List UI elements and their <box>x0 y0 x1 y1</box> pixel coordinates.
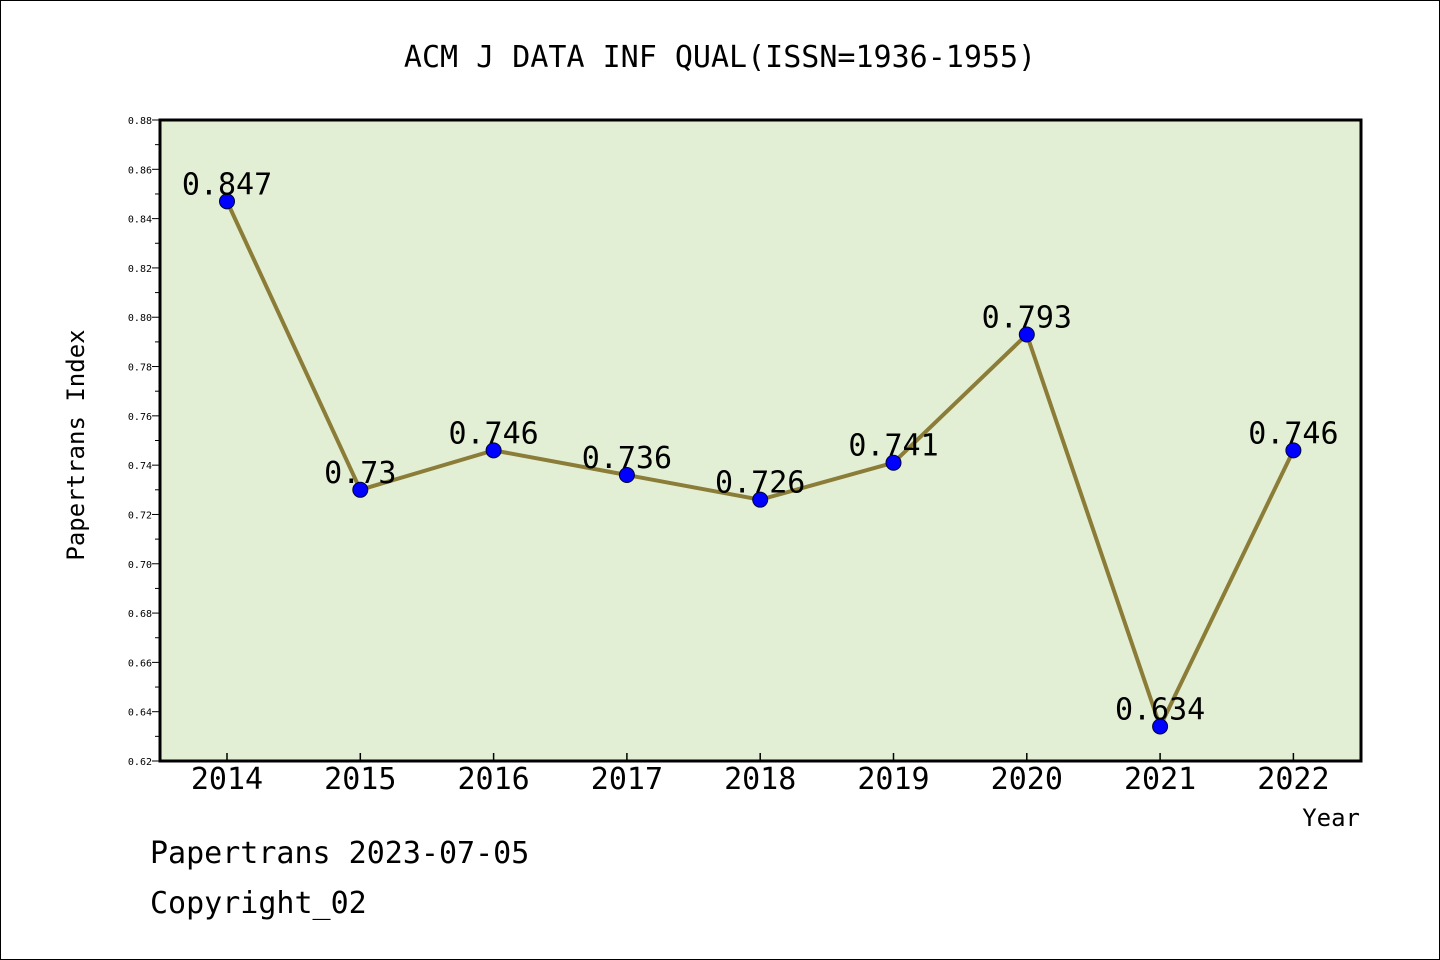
x-tick-label: 2014 <box>191 762 263 797</box>
y-axis: 0.62 0.64 0.66 0.68 0.70 0.72 0.74 0.76 0.78 0.80… <box>128 116 160 768</box>
y-tick-label: 0.88 <box>128 116 152 127</box>
data-point <box>1152 718 1169 735</box>
x-tick-label: 2015 <box>324 762 396 797</box>
data-label: 0.746 <box>448 416 538 451</box>
data-label: 0.726 <box>715 466 805 501</box>
data-label: 0.793 <box>982 300 1072 335</box>
y-tick-label: 0.76 <box>128 412 152 423</box>
data-label: 0.736 <box>582 441 672 476</box>
x-tick-label: 2016 <box>457 762 529 797</box>
data-point <box>1018 326 1035 343</box>
footer-date: Papertrans 2023-07-05 <box>150 836 530 871</box>
x-tick-label: 2018 <box>724 762 796 797</box>
x-tick-label: 2017 <box>591 762 663 797</box>
y-tick-label: 0.64 <box>128 708 152 719</box>
x-tick-label: 2020 <box>991 762 1063 797</box>
y-tick-label: 0.62 <box>128 757 152 768</box>
data-label: 0.741 <box>848 429 938 464</box>
data-label: 0.634 <box>1115 692 1205 727</box>
data-label: 0.847 <box>182 167 272 202</box>
y-tick-label: 0.78 <box>128 363 152 374</box>
y-tick-label: 0.66 <box>128 658 152 669</box>
chart-title: ACM J DATA INF QUAL(ISSN=1936-1955) <box>404 40 1036 75</box>
x-axis-label: Year <box>1302 804 1360 832</box>
y-tick-label: 0.84 <box>128 215 152 226</box>
series-line-group <box>219 193 1302 735</box>
y-tick-label: 0.70 <box>128 560 152 571</box>
y-tick-label: 0.68 <box>128 609 152 620</box>
y-tick-label: 0.82 <box>128 264 152 275</box>
y-axis-label: Papertrans Index <box>62 329 90 560</box>
x-tick-label: 2022 <box>1257 762 1329 797</box>
data-label: 0.746 <box>1248 416 1338 451</box>
x-tick-label: 2019 <box>857 762 929 797</box>
data-point <box>885 454 902 471</box>
data-label: 0.73 <box>324 456 396 491</box>
data-point <box>1285 442 1302 459</box>
x-tick-label: 2021 <box>1124 762 1196 797</box>
y-tick-label: 0.86 <box>128 165 152 176</box>
footer-copyright: Copyright_02 <box>150 886 367 921</box>
data-point <box>219 193 235 210</box>
data-point <box>752 491 769 508</box>
data-point <box>618 467 635 484</box>
data-label-group: 0.847 0.73 0.746 0.736 0.726 0.741 0.793 0.634 0… <box>182 167 1339 727</box>
y-tick-label: 0.72 <box>128 510 152 521</box>
data-point <box>352 481 369 498</box>
y-tick-label: 0.74 <box>128 461 152 472</box>
plot-area <box>158 118 1363 763</box>
y-tick-label: 0.80 <box>128 313 152 324</box>
data-point <box>485 442 502 459</box>
x-axis: 2014 2015 2016 2017 2018 2019 2020 2021 2022 <box>191 753 1330 797</box>
